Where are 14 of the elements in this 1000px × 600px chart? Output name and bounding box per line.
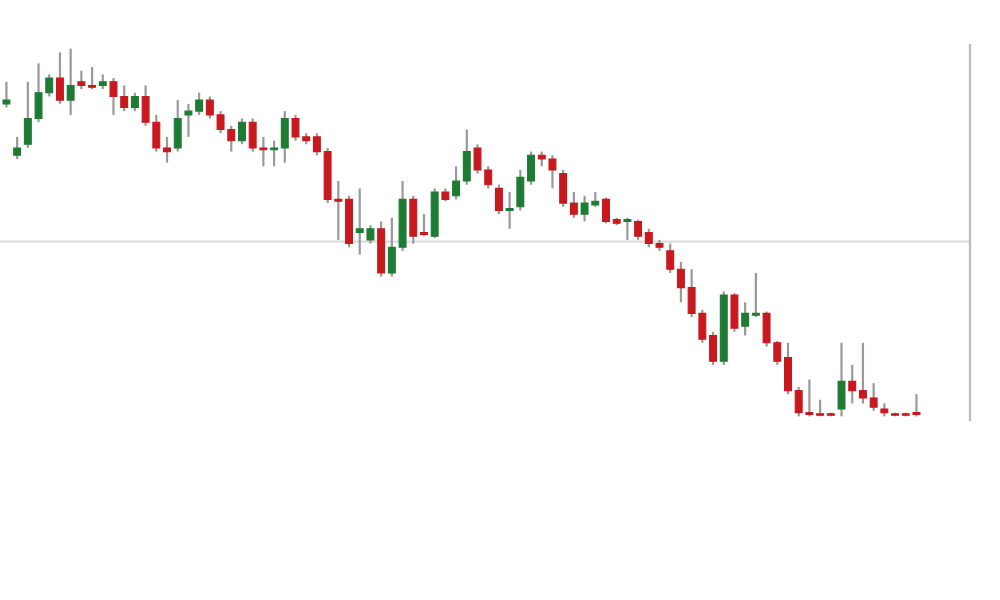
candlestick xyxy=(494,183,503,216)
candlestick xyxy=(55,51,64,105)
candlestick xyxy=(237,117,246,146)
candlestick xyxy=(2,80,11,109)
candlestick xyxy=(730,292,739,333)
candlestick xyxy=(13,135,22,161)
candlestick xyxy=(377,220,386,278)
candlestick xyxy=(130,91,139,113)
candlestick xyxy=(66,47,75,116)
candlestick xyxy=(623,216,632,241)
candlestick xyxy=(430,187,439,240)
candlestick xyxy=(505,190,514,230)
candlestick xyxy=(837,341,846,418)
candlestick xyxy=(173,99,182,153)
